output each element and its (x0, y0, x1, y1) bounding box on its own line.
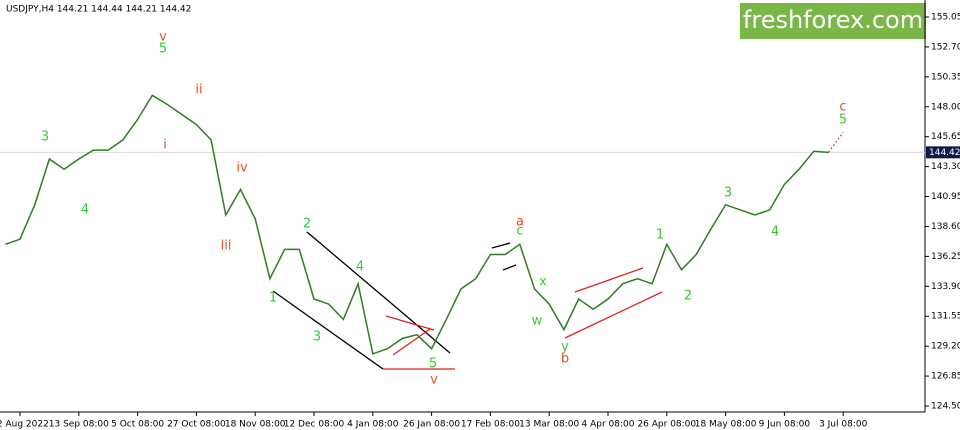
wave-label: 4 (356, 260, 364, 275)
forecast-line (828, 131, 844, 153)
x-tick-label: 12 Dec 08:00 (284, 420, 345, 430)
y-tick-label: 155.05 (931, 12, 960, 22)
y-tick-label: 138.60 (931, 222, 960, 232)
price-tag (926, 146, 960, 159)
wave-label: 4 (81, 203, 89, 218)
channel-line (574, 267, 644, 293)
wave-label: x (539, 275, 547, 290)
y-tick-label: 131.55 (931, 312, 960, 322)
wave-label: iv (236, 161, 248, 176)
channel-line (564, 291, 663, 339)
y-tick-label: 143.30 (931, 162, 960, 172)
y-tick-label: 124.50 (931, 402, 960, 412)
x-tick-label: 22 Aug 2022 (0, 420, 49, 430)
wave-label: a (516, 215, 524, 230)
wave-label: 1 (656, 228, 664, 243)
channel-line (272, 290, 384, 370)
x-tick-label: 17 Feb 08:00 (461, 420, 520, 430)
x-tick-label: 5 Oct 08:00 (111, 420, 164, 430)
y-tick-label: 150.35 (931, 72, 960, 82)
wave-label: iii (221, 239, 232, 254)
wave-label: 3 (724, 186, 732, 201)
wave-label: 5 (839, 113, 847, 128)
y-tick-label: 136.25 (931, 252, 960, 262)
wave-label: y (561, 340, 569, 355)
wave-label: v (159, 30, 167, 45)
x-tick-label: 18 May 08:00 (695, 420, 757, 430)
wave-label: 2 (303, 217, 311, 232)
wave-label: b (561, 352, 569, 367)
wave-label: 5 (159, 42, 167, 57)
x-tick-label: 26 Apr 08:00 (637, 420, 696, 430)
y-tick-label: 148.00 (931, 102, 960, 112)
x-tick-label: 9 Jun 08:00 (759, 420, 811, 430)
wave-label: c (516, 224, 523, 239)
wave-label: 3 (313, 330, 321, 345)
channel-line (491, 242, 511, 249)
x-tick-label: 4 Apr 08:00 (582, 420, 635, 430)
wave-channels (272, 231, 663, 370)
x-tick-label: 18 Nov 08:00 (225, 420, 286, 430)
price-line-series (5, 94, 829, 355)
y-tick-label: 152.70 (931, 42, 960, 52)
y-tick-label: 133.90 (931, 282, 960, 292)
x-tick-label: 4 Jan 08:00 (347, 420, 399, 430)
wave-label: w (532, 314, 543, 329)
watermark-box (740, 3, 926, 39)
channel-line (502, 264, 517, 271)
y-tick-label: 126.85 (931, 372, 960, 382)
triangle-line (392, 328, 431, 356)
wave-label: i (163, 138, 167, 153)
y-tick-label: 145.65 (931, 132, 960, 142)
y-tick-label: 140.95 (931, 192, 960, 202)
y-tick-label: 129.20 (931, 342, 960, 352)
wave-label: 3 (41, 130, 49, 145)
x-tick-label: 27 Oct 08:00 (167, 420, 226, 430)
wave-label: ii (195, 83, 202, 98)
x-tick-label: 26 Jan 08:00 (403, 420, 460, 430)
wave-label: 5 (429, 357, 437, 372)
wave-label: c (839, 100, 846, 115)
price-label: 144.42 (929, 148, 960, 158)
x-tick-label: 13 Sep 08:00 (49, 420, 109, 430)
watermark: freshforex.com (743, 6, 923, 34)
wave-label: 4 (771, 225, 779, 240)
wave-label: v (430, 373, 438, 388)
wave-label: 2 (684, 289, 692, 304)
channel-line (306, 231, 451, 354)
triangle-line (385, 315, 435, 331)
x-tick-label: 3 Jul 08:00 (819, 420, 868, 430)
x-tick-label: 13 Mar 08:00 (519, 420, 579, 430)
chart-title: USDJPY,H4 144.21 144.44 144.21 144.42 (6, 5, 191, 15)
wave-label: 1 (269, 291, 277, 306)
